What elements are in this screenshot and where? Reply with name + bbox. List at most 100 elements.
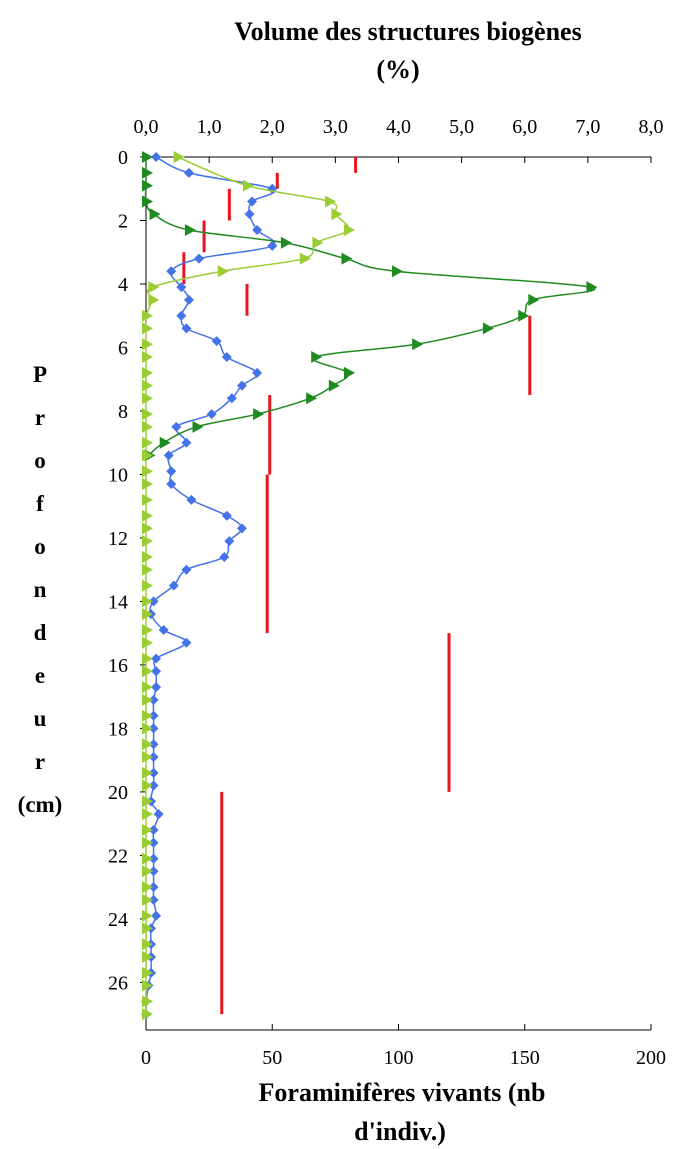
y-tick-label: 18 [108,718,128,740]
y-tick-label: 2 [118,210,128,232]
series-3-point [142,366,153,379]
series-3-point [142,436,153,449]
series-1-point [224,536,235,547]
top-tick-label: 6,0 [512,116,537,138]
y-axis-title-letter: o [34,534,46,559]
series-3-point [148,281,160,294]
bottom-tick-label: 150 [510,1047,540,1069]
series-2-point [344,366,355,379]
series-2-point [280,236,292,249]
series-1-point [151,152,162,162]
series-3-point [243,179,254,192]
series-2-point [586,281,598,294]
series-3-point [142,636,153,649]
top-tick-label: 4,0 [386,116,411,138]
series-3-point [325,195,337,208]
y-tick-label: 12 [108,528,128,550]
series-3-point [142,465,153,478]
y-tick-label: 10 [108,464,128,486]
series-3-point [148,293,160,306]
series-3-point [142,808,153,821]
series-1-point [148,894,159,905]
top-tick-label: 0,0 [134,116,159,138]
y-axis-title-letter: o [34,448,46,473]
series-3-point [142,338,153,351]
series-3-point [142,909,153,922]
series-2-point [482,322,494,335]
series-1-point [163,450,174,461]
top-tick-label: 8,0 [639,116,664,138]
series-2-point [253,408,265,421]
series-1-point [148,866,159,877]
series-3-point [142,979,153,992]
series-3-point [142,379,153,392]
series-1-point [247,196,258,207]
series-1-point [211,336,222,347]
y-axis-title-letter: n [34,577,47,602]
series-1-point [148,767,159,778]
series-3-point [312,236,324,249]
series-1-point [151,653,162,664]
y-axis-title-letter: f [36,491,44,516]
series-3-point [217,265,229,278]
series-1-point [148,710,159,721]
series-3-point [142,950,153,963]
series-3-point [142,681,153,694]
series-3-point [142,852,153,865]
series-1-point [226,393,237,404]
series-1-point [148,596,159,607]
series-2-point [192,420,204,433]
series-3-point [142,550,153,563]
top-axis-title-line1: Volume des structures biogènes [234,17,581,46]
y-axis-title-letter: e [35,663,45,688]
top-tick-label: 1,0 [197,116,222,138]
top-tick-label: 5,0 [449,116,474,138]
series-3-point [142,624,153,637]
series-3-point [142,824,153,837]
series-3-point [142,738,153,751]
series-3-point [142,652,153,665]
red-segments [182,157,532,1015]
series-1-point [244,209,255,220]
chart-titles: Volume des structures biogènes (%) Foram… [234,17,581,1146]
series-1-point [151,666,162,677]
y-tick-label: 4 [118,274,128,296]
series-2-point [142,179,153,192]
series-1-line [145,156,276,1015]
series-2-point [149,208,161,221]
y-tick-label: 16 [108,655,128,677]
series-2-point [311,350,323,363]
y-tick-label: 20 [108,782,128,804]
series-3-point [142,608,153,621]
series-1-point [221,351,232,362]
y-axis-title-letter: d [34,620,47,645]
series-3-point [142,493,153,506]
series-3-point [142,779,153,792]
series-1-point [153,809,164,820]
series-1-point [148,694,159,705]
series-1-point [148,853,159,864]
y-axis-title-letter: P [33,362,47,387]
series-3-point [142,535,153,548]
series-2-point [142,195,153,208]
series-2-point [159,436,171,449]
series-1-point [148,825,159,836]
series-3-point [142,509,153,522]
series-1-point [186,494,197,505]
series-1-point [148,751,159,762]
series-1-point [219,551,230,562]
series-3-point [142,709,153,722]
series-3-point [142,350,153,363]
series-3-point [344,224,355,237]
series-3-point [299,252,311,265]
series-3-point [142,865,153,878]
series-2-point [142,166,153,179]
series-3-point [142,1008,153,1021]
y-axis-title-letter: r [35,405,45,430]
series-3-point [142,563,153,576]
series-1-point [181,323,192,334]
series-3-point [142,665,153,678]
